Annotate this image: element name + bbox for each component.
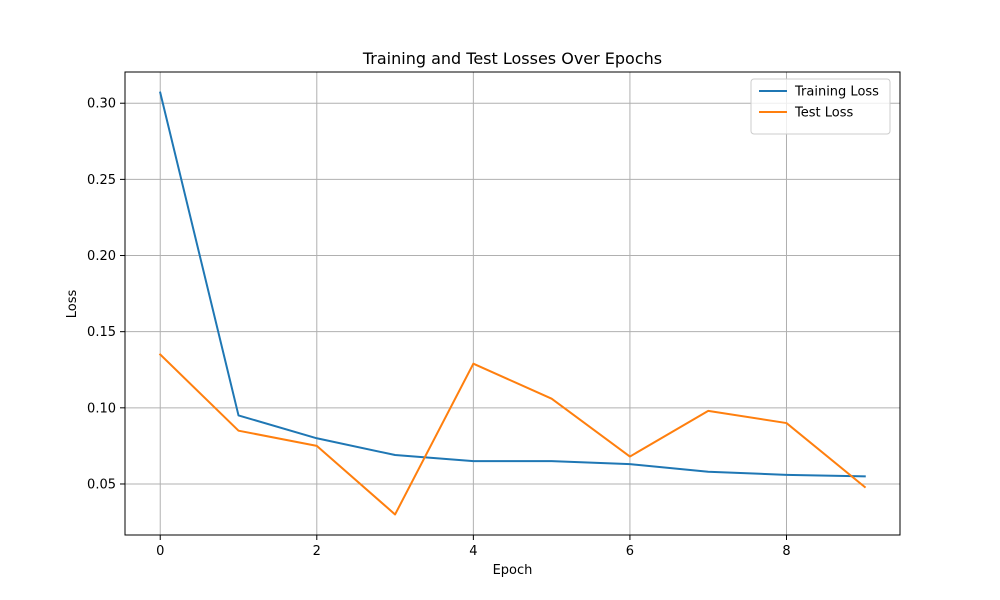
x-tick-label: 2 xyxy=(313,544,321,559)
y-tick-label: 0.10 xyxy=(87,401,116,416)
y-axis-label: Loss xyxy=(65,290,80,319)
chart-title: Training and Test Losses Over Epochs xyxy=(362,49,662,68)
x-tick-label: 0 xyxy=(156,544,164,559)
x-axis-ticks: 0 2 4 6 8 xyxy=(156,535,791,559)
x-tick-label: 8 xyxy=(782,544,790,559)
y-tick-label: 0.30 xyxy=(87,97,116,112)
y-tick-label: 0.05 xyxy=(87,477,116,492)
y-tick-label: 0.25 xyxy=(87,173,116,188)
plot-frame xyxy=(124,71,901,536)
grid-lines xyxy=(125,72,900,535)
series-lines xyxy=(158,91,867,516)
y-axis-ticks: 0.05 0.10 0.15 0.20 0.25 0.30 xyxy=(87,97,125,492)
y-tick-label: 0.20 xyxy=(87,249,116,264)
series-line-1 xyxy=(158,353,867,516)
legend: Training Loss Test Loss xyxy=(750,78,891,135)
legend-box xyxy=(750,78,891,135)
x-tick-label: 4 xyxy=(469,544,477,559)
legend-label-1: Test Loss xyxy=(794,106,853,121)
x-axis-label: Epoch xyxy=(493,563,533,578)
x-tick-label: 6 xyxy=(626,544,634,559)
y-tick-label: 0.15 xyxy=(87,325,116,340)
series-line-0 xyxy=(159,91,866,478)
legend-label-0: Training Loss xyxy=(794,85,879,100)
